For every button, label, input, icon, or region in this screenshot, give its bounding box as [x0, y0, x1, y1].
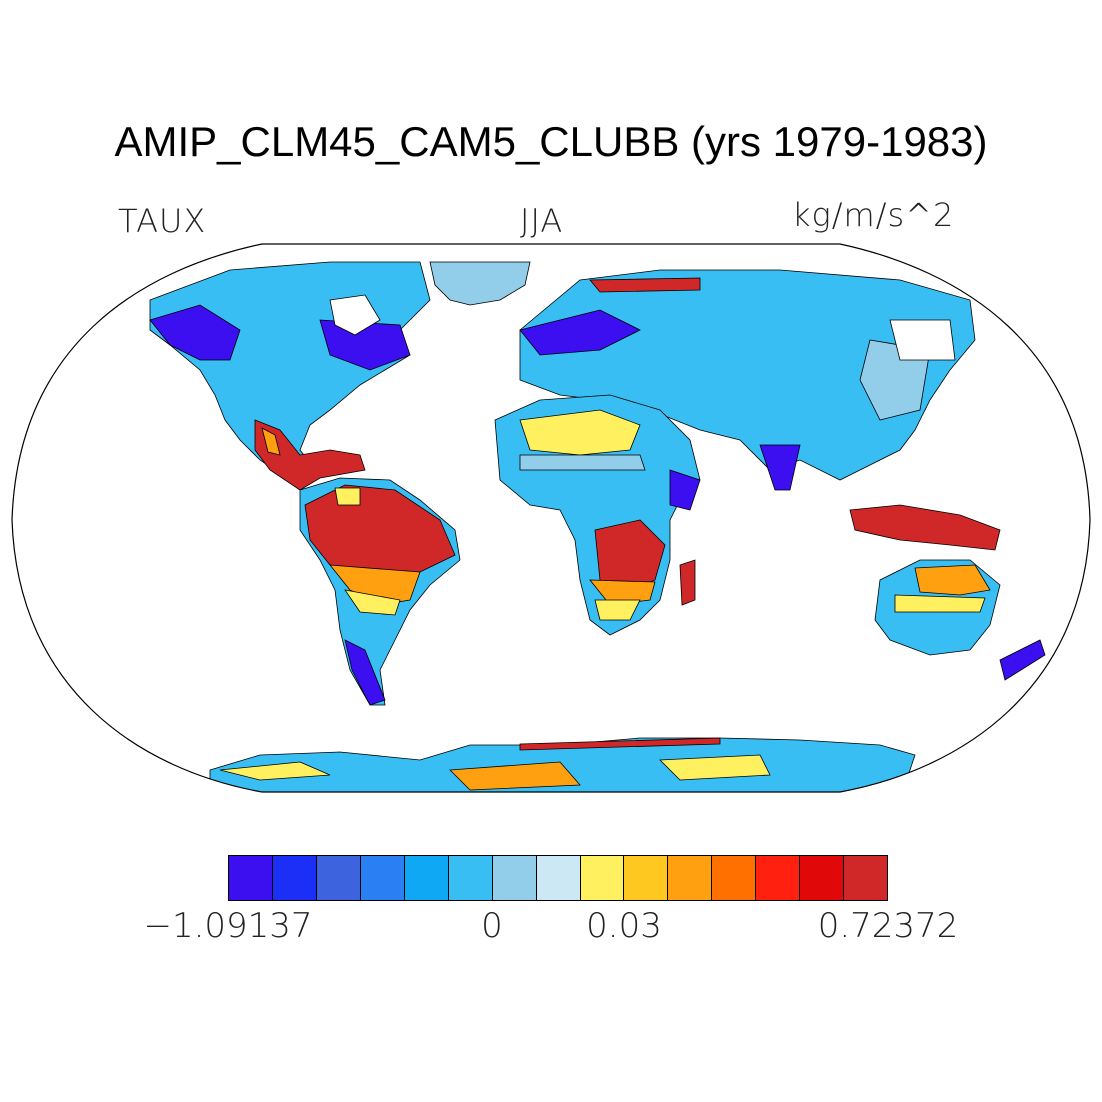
figure-title: AMIP_CLM45_CAM5_CLUBB (yrs 1979-1983) [114, 118, 988, 165]
colorbar-tick-max: 0.72372 [817, 906, 959, 946]
antarctica-yellow [219, 761, 331, 781]
colorbar-swatch-7 [492, 856, 537, 900]
antarctica-red-edge [519, 737, 721, 751]
hudson-bay [329, 294, 381, 336]
colorbar-swatch-10 [624, 856, 669, 900]
colorbar-swatch-14 [800, 856, 845, 900]
madagascar [679, 559, 696, 606]
season-label: JJA [520, 202, 564, 240]
colorbar-swatch-8 [536, 856, 581, 900]
north-america-dark [149, 304, 241, 361]
greenland [429, 261, 531, 306]
colorbar-swatch-3 [316, 856, 361, 900]
colorbar-swatch-11 [668, 856, 713, 900]
eurasia-white [889, 319, 956, 361]
colorbar-swatch-6 [448, 856, 493, 900]
colorbar [228, 855, 888, 901]
east-africa-dark [669, 469, 701, 511]
colorbar-tick-zero: 0 [481, 906, 503, 946]
colorbar-swatch-2 [272, 856, 317, 900]
north-america-region [149, 261, 531, 491]
sahara-yellow [519, 409, 641, 456]
eurasia-region [519, 269, 976, 491]
southern-africa-orange [589, 579, 656, 606]
indonesia-red [849, 504, 1001, 551]
south-america-dark-tip [344, 639, 386, 706]
variable-label: TAUX [118, 202, 207, 240]
siberia-red-edge [589, 277, 701, 293]
southern-africa-yellow [594, 599, 641, 621]
colorbar-swatch-5 [404, 856, 449, 900]
south-america-region [299, 477, 461, 706]
antarctica-orange [449, 761, 581, 791]
colorbar-swatch-13 [756, 856, 801, 900]
colorbar-swatch-9 [580, 856, 625, 900]
new-zealand [999, 639, 1046, 681]
colorbar-swatch-12 [712, 856, 757, 900]
antarctica-yellow-east [659, 754, 771, 781]
south-america-red [304, 484, 456, 576]
colorbar-tick-003: 0.03 [586, 906, 662, 946]
units-label: kg/m/s^2 [792, 196, 955, 234]
globe-outline [11, 243, 1091, 793]
africa-region [494, 394, 701, 636]
australia-yellow [894, 594, 986, 613]
south-america-yellow [344, 589, 401, 616]
central-america-red [254, 419, 366, 491]
colorbar-tick-min: −1.09137 [143, 906, 313, 946]
colorbar-swatch-15 [844, 856, 888, 900]
colorbar-swatch-4 [360, 856, 405, 900]
sahara-pale [519, 454, 646, 471]
antarctica-region [209, 737, 916, 792]
india-dark [759, 444, 801, 491]
eurasia-dark [519, 309, 641, 356]
colorbar-swatch-1 [229, 856, 273, 900]
amazon-highlight [334, 487, 361, 506]
australia-region [849, 504, 1046, 681]
central-america-orange [261, 427, 281, 456]
north-america-dark-east [319, 319, 411, 371]
australia-orange [914, 564, 991, 596]
